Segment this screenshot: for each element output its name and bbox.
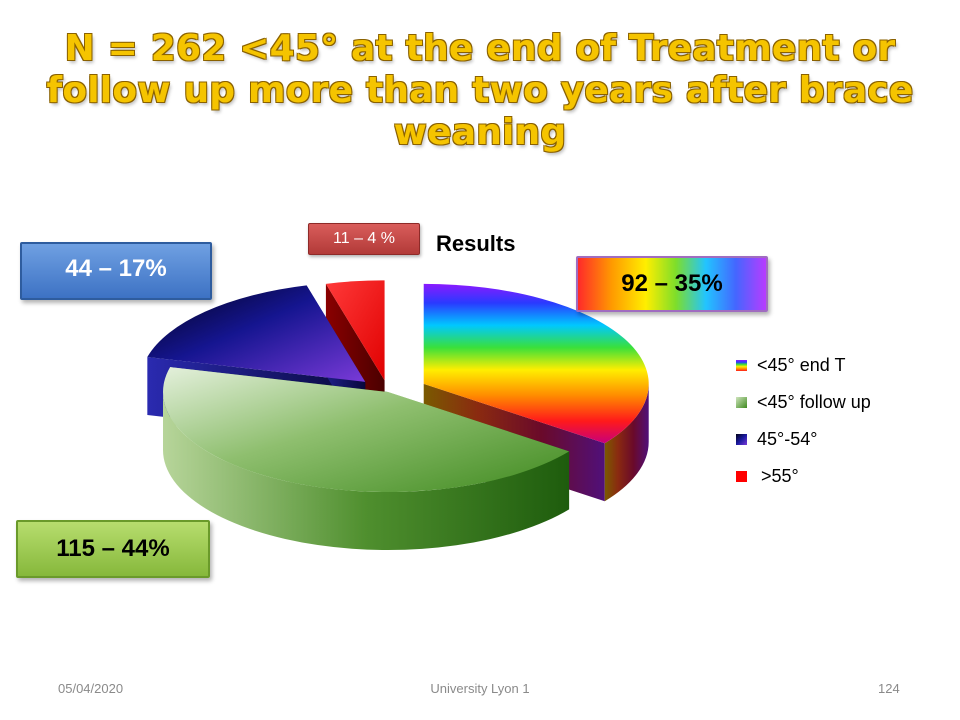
slide-title-line-2: follow up more than two years after brac…	[46, 70, 914, 111]
callout-end-t: 92 – 35%	[576, 256, 768, 312]
legend-item-over-55: >55°	[736, 458, 871, 495]
legend-swatch-follow-up	[736, 397, 747, 408]
slide-title-line-3: weaning	[393, 112, 567, 153]
legend-item-45-54: 45°-54°	[736, 421, 871, 458]
legend-swatch-end-t	[736, 360, 747, 371]
legend-swatch-over-55	[736, 471, 747, 482]
footer-institution: University Lyon 1	[430, 681, 530, 696]
footer-date: 05/04/2020	[58, 681, 124, 696]
legend-item-follow-up: <45° follow up	[736, 384, 871, 421]
slide-title-line-1: N = 262 <45° at the end of Treatment or	[64, 28, 896, 69]
legend-item-end-t: <45° end T	[736, 347, 871, 384]
callout-45-54: 44 – 17%	[20, 242, 212, 300]
legend-label-45-54: 45°-54°	[757, 429, 818, 449]
slice-follow-up	[162, 367, 570, 550]
callout-over-55: 11 – 4 %	[308, 223, 420, 255]
chart-title: Results	[436, 231, 516, 256]
legend-swatch-45-54	[736, 434, 747, 445]
legend-label-follow-up: <45° follow up	[757, 392, 871, 412]
chart-legend: <45° end T <45° follow up 45°-54° >55°	[736, 347, 871, 495]
legend-label-over-55: >55°	[761, 466, 799, 486]
slide-title: N = 262 <45° at the end of Treatment or …	[40, 28, 920, 154]
callout-follow-up: 115 – 44%	[16, 520, 210, 578]
legend-label-end-t: <45° end T	[757, 355, 846, 375]
footer-page-number: 124	[878, 681, 900, 696]
